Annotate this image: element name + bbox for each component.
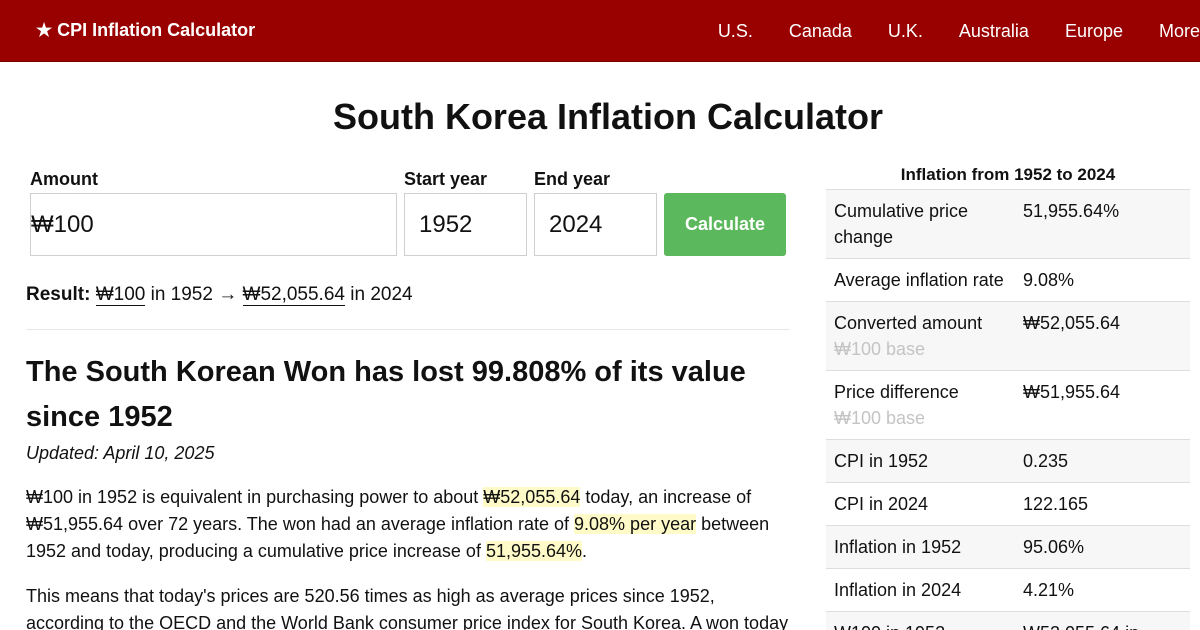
result-from-amount: ₩100 [95,284,146,306]
p1-highlight-rate: 9.08% per year [574,514,697,534]
row-value: 95.06% [1023,537,1085,557]
table-row: Price difference ₩100 base ₩51,955.64 [826,371,1190,440]
p1-highlight-cumulative: 51,955.64% [485,541,583,561]
p1-text-2: today, an increase of ₩51,955.64 over 72… [26,487,752,534]
row-key-text: Inflation in 1952 [834,537,962,557]
explanation-paragraph: This means that today's prices are 520.5… [26,586,789,630]
summary-paragraph: ₩100 in 1952 is equivalent in purchasing… [26,484,796,565]
row-key: Inflation in 2024 [826,577,1023,603]
row-value: 122.165 [1023,494,1089,514]
inflation-summary-table: Cumulative price change 51,955.64% Average… [826,189,1190,630]
article-headline: The South Korean Won has lost 99.808% of… [26,356,746,433]
result-to-text: in 2024 [350,284,413,305]
page-title: South Korea Inflation Calculator [332,96,884,137]
main-nav: U.S. Canada U.K. Australia Europe More [718,21,1200,42]
row-key-text: CPI in 1952 [834,451,929,471]
table-row: Inflation in 2024 4.21% [826,569,1190,612]
nav-more[interactable]: More [1158,21,1200,41]
nav-uk[interactable]: U.K. [887,21,923,41]
p1-text-1: ₩100 in 1952 is equivalent in purchasing… [26,487,484,507]
top-nav-bar: ★ CPI Inflation Calculator U.S. Canada U… [0,0,1200,62]
result-label: Result: [26,284,91,305]
brand-logo-link[interactable]: ★ CPI Inflation Calculator [36,20,256,40]
p1-text-3: between 1952 and today, producing a cumu… [26,514,770,561]
table-row: Converted amount ₩100 base ₩52,055.64 [826,302,1190,371]
start-year-input[interactable] [404,193,527,256]
table-row: Inflation in 1952 95.06% [826,526,1190,569]
row-key: Average inflation rate [826,267,1023,293]
table-row: Cumulative price change 51,955.64% [826,190,1190,259]
row-key-text: Average inflation rate [834,270,1004,290]
row-key: CPI in 2024 [826,491,1023,517]
p1-text-4: . [582,541,588,561]
start-year-label: Start year [404,169,488,189]
table-row: CPI in 1952 0.235 [826,440,1190,483]
row-key: CPI in 1952 [826,448,1023,474]
end-year-label: End year [534,169,611,189]
result-line: Result: ₩100 in 1952 → ₩52,055.64 in 202… [26,284,413,306]
row-key: ₩100 in 1952 [826,620,1023,630]
sidebar-title: Inflation from 1952 to 2024 [900,165,1116,184]
nav-us[interactable]: U.S. [717,21,753,41]
row-key: Cumulative price change [826,198,1023,250]
row-key: Inflation in 1952 [826,534,1023,560]
row-key-text: Converted amount [834,313,983,333]
row-value: 4.21% [1023,580,1075,600]
updated-date: Updated: April 10, 2025 [26,443,215,463]
row-key-text: CPI in 2024 [834,494,929,514]
end-year-input[interactable] [534,193,657,256]
row-value: ₩51,955.64 [1023,382,1121,402]
row-key: Converted amount ₩100 base [826,310,1023,362]
calculate-button[interactable]: Calculate [664,193,786,256]
row-value: 0.235 [1023,451,1069,471]
row-key-text: Inflation in 2024 [834,580,962,600]
nav-europe[interactable]: Europe [1064,21,1123,41]
row-key-text: Cumulative price change [834,201,969,247]
result-from-text: in 1952 → [150,284,238,305]
row-key-text: Price difference [834,382,959,402]
amount-label: Amount [30,169,98,189]
table-row: CPI in 2024 122.165 [826,483,1190,526]
row-value: ₩52,055.64 [1023,313,1121,333]
row-key: Price difference ₩100 base [826,379,1023,431]
row-value: 9.08% [1023,270,1075,290]
result-to-amount: ₩52,055.64 [242,284,345,306]
table-row: ₩100 in 1952 ₩52,055.64 in [826,612,1190,630]
divider [26,329,790,330]
row-value: 51,955.64% [1023,201,1120,221]
row-key-text: ₩100 in 1952 [834,623,945,630]
nav-australia[interactable]: Australia [958,21,1029,41]
nav-canada[interactable]: Canada [788,21,852,41]
row-key-subtext: ₩100 base [834,339,926,359]
amount-input[interactable] [30,193,397,256]
row-value: ₩52,055.64 in [1023,620,1190,630]
p1-highlight-amount: ₩52,055.64 [483,487,581,507]
row-key-subtext: ₩100 base [834,408,926,428]
table-row: Average inflation rate 9.08% [826,259,1190,302]
